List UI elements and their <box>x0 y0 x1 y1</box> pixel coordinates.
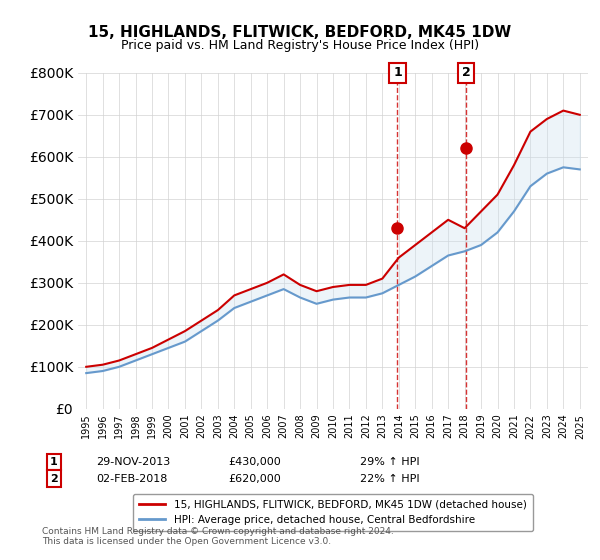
Text: £430,000: £430,000 <box>228 457 281 467</box>
Legend: 15, HIGHLANDS, FLITWICK, BEDFORD, MK45 1DW (detached house), HPI: Average price,: 15, HIGHLANDS, FLITWICK, BEDFORD, MK45 1… <box>133 493 533 531</box>
Text: £620,000: £620,000 <box>228 474 281 484</box>
Text: 2: 2 <box>462 66 470 80</box>
Text: 2: 2 <box>50 474 58 484</box>
Text: 1: 1 <box>50 457 58 467</box>
Text: 29-NOV-2013: 29-NOV-2013 <box>96 457 170 467</box>
Text: Price paid vs. HM Land Registry's House Price Index (HPI): Price paid vs. HM Land Registry's House … <box>121 39 479 52</box>
Text: 02-FEB-2018: 02-FEB-2018 <box>96 474 167 484</box>
Text: Contains HM Land Registry data © Crown copyright and database right 2024.
This d: Contains HM Land Registry data © Crown c… <box>42 526 394 546</box>
Text: 15, HIGHLANDS, FLITWICK, BEDFORD, MK45 1DW: 15, HIGHLANDS, FLITWICK, BEDFORD, MK45 1… <box>88 25 512 40</box>
Text: 22% ↑ HPI: 22% ↑ HPI <box>360 474 419 484</box>
Text: 29% ↑ HPI: 29% ↑ HPI <box>360 457 419 467</box>
Text: 1: 1 <box>393 66 402 80</box>
